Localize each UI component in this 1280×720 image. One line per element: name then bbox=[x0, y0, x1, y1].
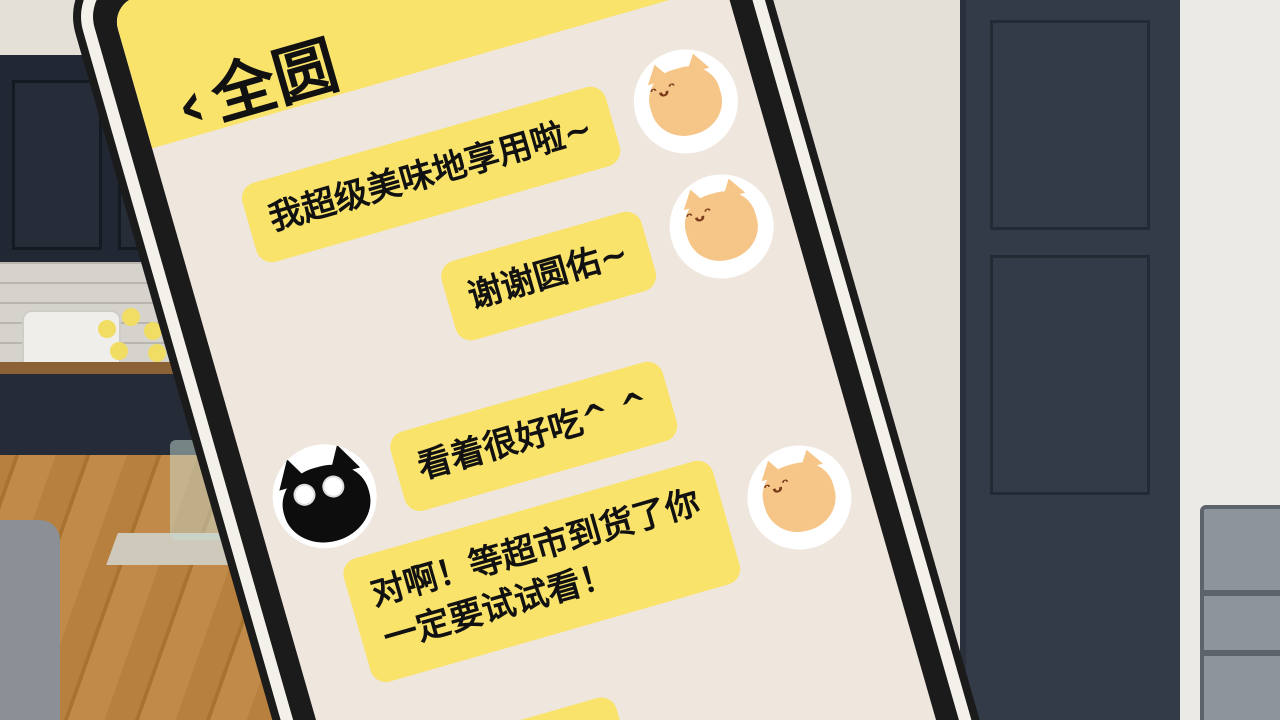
case-band bbox=[1200, 590, 1280, 596]
countertop bbox=[0, 362, 240, 374]
chat-title: ‹全圆 bbox=[164, 14, 347, 148]
contact-name: 全圆 bbox=[203, 28, 347, 136]
chair bbox=[0, 520, 60, 720]
metal-case bbox=[1200, 505, 1280, 720]
cat-avatar-icon bbox=[260, 431, 390, 561]
message-bubble: 谢谢圆佑~ bbox=[436, 208, 660, 345]
door-panel bbox=[990, 255, 1150, 495]
flowers bbox=[88, 300, 208, 420]
chat-screen: ‹全圆 我超级美味地享用啦~ ᵔᴗᵔ 谢谢圆佑~ ᵔᴗᵔ 看着很好吃^ ^ 对啊… bbox=[110, 0, 970, 720]
message-bubble: 一定。 bbox=[471, 693, 635, 720]
phone-frame: ‹全圆 我超级美味地享用啦~ ᵔᴗᵔ 谢谢圆佑~ ᵔᴗᵔ 看着很好吃^ ^ 对啊… bbox=[83, 0, 997, 720]
door-panel bbox=[990, 20, 1150, 230]
cabinet-door bbox=[12, 80, 102, 250]
case-band bbox=[1200, 650, 1280, 656]
fox-avatar-icon: ᵔᴗᵔ bbox=[735, 433, 864, 562]
fox-avatar-icon: ᵔᴗᵔ bbox=[621, 37, 751, 166]
fox-avatar-icon: ᵔᴗᵔ bbox=[657, 162, 786, 291]
